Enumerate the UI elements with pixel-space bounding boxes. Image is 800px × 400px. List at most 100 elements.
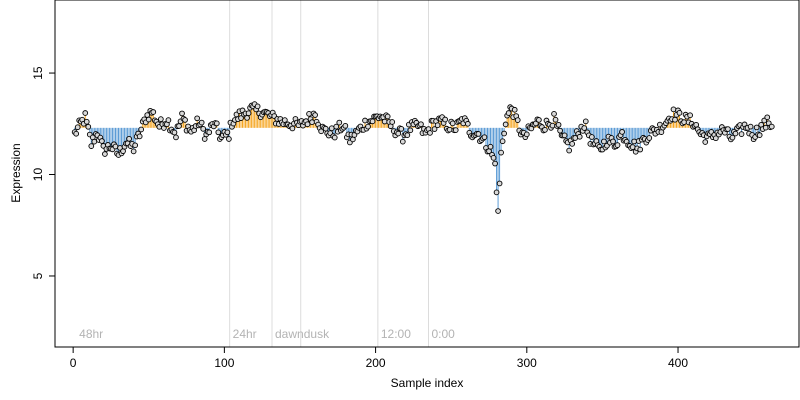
expression-point <box>289 125 296 132</box>
expression-point <box>496 180 503 187</box>
expression-point <box>179 110 185 117</box>
expression-point <box>171 129 178 136</box>
time-annotations: 24hr dawn dusk 12:00 0:00 48hr <box>79 327 455 341</box>
expression-point <box>158 116 164 122</box>
expression-point <box>764 114 771 121</box>
time-annotation-label: 48hr <box>79 327 103 341</box>
expression-point <box>536 117 542 123</box>
expression-point <box>552 116 559 123</box>
expression-point <box>498 149 504 156</box>
expression-point <box>336 119 343 126</box>
expression-point <box>306 110 312 117</box>
expression-points <box>71 101 775 214</box>
expression-point <box>418 121 424 128</box>
expression-point <box>629 144 636 150</box>
y-tick-label: 5 <box>31 272 45 279</box>
expression-point <box>245 110 252 117</box>
expression-point <box>138 126 145 133</box>
expression-point <box>182 117 188 123</box>
expression-point <box>581 125 588 131</box>
expression-point <box>551 110 557 117</box>
y-axis: 5 10 15 <box>31 66 55 279</box>
expression-point <box>631 138 638 145</box>
expression-point <box>762 124 769 131</box>
expression-point <box>85 123 92 130</box>
expression-point <box>514 117 521 123</box>
expression-point <box>312 112 318 118</box>
expression-point <box>464 120 471 127</box>
expression-point <box>194 115 200 122</box>
expression-point <box>74 124 81 131</box>
expression-point <box>362 117 368 124</box>
expression-point <box>681 119 687 126</box>
expression-point <box>449 120 456 127</box>
expression-point <box>499 138 506 145</box>
expression-point <box>646 135 653 141</box>
expression-point <box>130 148 137 155</box>
time-annotation-label: 0:00 <box>432 327 456 341</box>
expression-point <box>442 116 448 123</box>
expression-point <box>576 133 583 140</box>
expression-point <box>73 130 80 137</box>
expression-point <box>83 118 90 125</box>
expression-point <box>99 138 105 144</box>
expression-point <box>384 113 391 120</box>
expression-point <box>176 123 182 129</box>
expression-point <box>407 127 414 134</box>
x-tick-label: 200 <box>366 356 386 370</box>
expression-point <box>672 116 678 123</box>
expression-point <box>549 122 556 129</box>
expression-point <box>200 126 207 132</box>
expression-point <box>493 189 500 196</box>
expression-point <box>561 132 568 139</box>
expression-point <box>555 121 562 128</box>
expression-point <box>395 130 402 137</box>
expression-point <box>588 134 595 140</box>
expression-point <box>601 138 607 145</box>
expression-point <box>365 123 371 130</box>
expression-point <box>254 103 261 110</box>
expression-point <box>322 125 329 132</box>
expression-point <box>132 142 138 149</box>
x-tick-label: 300 <box>517 356 537 370</box>
expression-point <box>637 146 644 153</box>
expression-point <box>389 119 396 125</box>
expression-point <box>566 147 572 154</box>
expression-point <box>399 138 406 145</box>
expression-point <box>136 133 143 140</box>
expression-point <box>582 118 589 125</box>
expression-point <box>702 139 709 145</box>
expression-point <box>244 115 250 121</box>
expression-point <box>404 132 411 138</box>
expression-point <box>226 136 232 142</box>
expression-point <box>505 110 512 116</box>
expression-point <box>614 142 621 148</box>
expression-point <box>102 151 108 157</box>
time-annotation-label: 24hr <box>233 327 257 341</box>
x-tick-label: 100 <box>214 356 234 370</box>
expression-point <box>398 126 405 132</box>
expression-point <box>475 131 482 137</box>
expression-point <box>331 134 338 141</box>
expression-point <box>756 132 763 138</box>
expression-point <box>610 138 616 145</box>
expression-point <box>91 138 98 145</box>
x-tick-label: 400 <box>668 356 688 370</box>
expression-point <box>112 143 119 150</box>
expression-point <box>729 134 736 141</box>
expression-point <box>165 117 172 123</box>
expression-point <box>201 136 208 142</box>
expression-point <box>490 155 497 161</box>
y-axis-label: Expression <box>9 143 23 202</box>
expression-point <box>150 109 157 115</box>
expression-point <box>238 115 244 121</box>
expression-point <box>670 106 677 113</box>
expression-point <box>224 129 231 136</box>
expression-point <box>434 122 441 129</box>
expression-point <box>768 123 775 130</box>
expression-point <box>215 129 222 136</box>
expression-point <box>446 126 453 133</box>
expression-point <box>569 141 576 147</box>
expression-point <box>542 127 548 133</box>
x-tick-label: 0 <box>70 356 77 370</box>
